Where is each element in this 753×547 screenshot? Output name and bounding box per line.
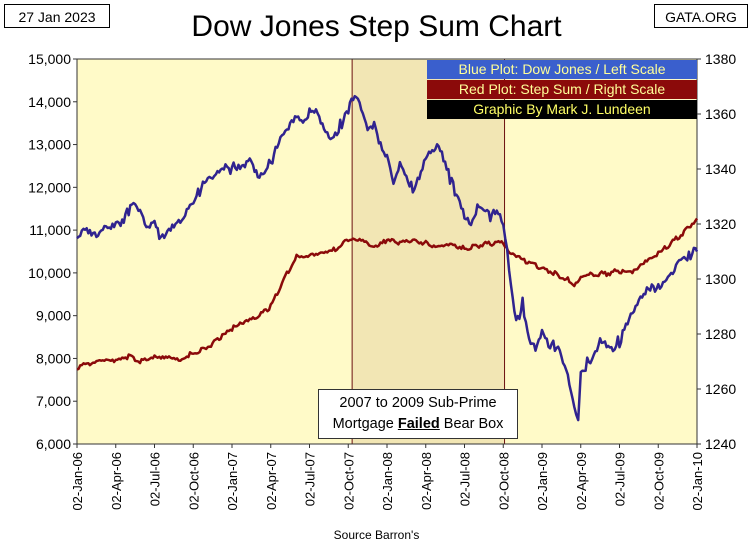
legend-red: Red Plot: Step Sum / Right Scale (427, 80, 697, 99)
right-tick-label: 1320 (705, 216, 736, 232)
left-tick-label: 14,000 (28, 94, 71, 110)
left-tick-label: 10,000 (28, 265, 71, 281)
left-tick-label: 11,000 (29, 222, 71, 238)
note-line-1: 2007 to 2009 Sub-Prime (339, 395, 497, 411)
x-tick-label: 02-Apr-07 (264, 452, 279, 510)
x-tick-label: 02-Jan-09 (535, 452, 550, 511)
x-tick-label: 02-Jul-07 (303, 452, 318, 506)
x-tick-label: 02-Jan-08 (380, 452, 395, 511)
x-tick-label: 02-Jan-10 (690, 452, 705, 511)
x-tick-label: 02-Oct-09 (651, 452, 666, 510)
date-label: 27 Jan 2023 (4, 4, 110, 28)
right-tick-label: 1300 (705, 271, 736, 287)
left-tick-label: 8,000 (36, 350, 71, 366)
x-tick-label: 02-Jan-07 (225, 452, 240, 511)
note-line-2: Mortgage Failed Bear Box (332, 416, 504, 432)
chart-title: Dow Jones Step Sum Chart (191, 10, 562, 43)
source-label: GATA.ORG (654, 4, 748, 28)
footer-source: Source Barron's (333, 528, 420, 542)
right-tick-label: 1260 (705, 381, 736, 397)
x-tick-label: 02-Apr-06 (109, 452, 124, 510)
dow-jones-line (76, 94, 699, 422)
x-tick-label: 02-Oct-08 (496, 452, 511, 510)
left-tick-label: 12,000 (28, 179, 71, 195)
x-tick-label: 02-Apr-08 (419, 452, 434, 510)
right-tick-label: 1380 (705, 51, 736, 67)
x-tick-label: 02-Jul-09 (613, 452, 628, 506)
left-tick-label: 13,000 (28, 137, 71, 153)
x-tick-label: 02-Jan-06 (70, 452, 85, 511)
right-tick-label: 1280 (705, 326, 736, 342)
step-sum-line (76, 217, 699, 371)
x-tick-label: 02-Jul-06 (148, 452, 163, 506)
left-tick-label: 15,000 (28, 51, 71, 67)
x-tick-label: 02-Apr-09 (574, 452, 589, 510)
right-tick-label: 1340 (705, 161, 736, 177)
legend-blue: Blue Plot: Dow Jones / Left Scale (427, 60, 697, 79)
right-tick-label: 1360 (705, 106, 736, 122)
right-tick-label: 1240 (705, 436, 736, 452)
left-tick-label: 7,000 (36, 393, 71, 409)
left-tick-label: 6,000 (36, 436, 71, 452)
x-tick-label: 02-Oct-06 (186, 452, 201, 510)
legend-credit: Graphic By Mark J. Lundeen (427, 100, 697, 119)
left-tick-label: 9,000 (36, 308, 71, 324)
x-tick-label: 02-Oct-07 (341, 452, 356, 510)
bear-box-note: 2007 to 2009 Sub-Prime Mortgage Failed B… (318, 389, 518, 439)
legend: Blue Plot: Dow Jones / Left Scale Red Pl… (427, 60, 697, 120)
x-tick-label: 02-Jul-08 (458, 452, 473, 506)
